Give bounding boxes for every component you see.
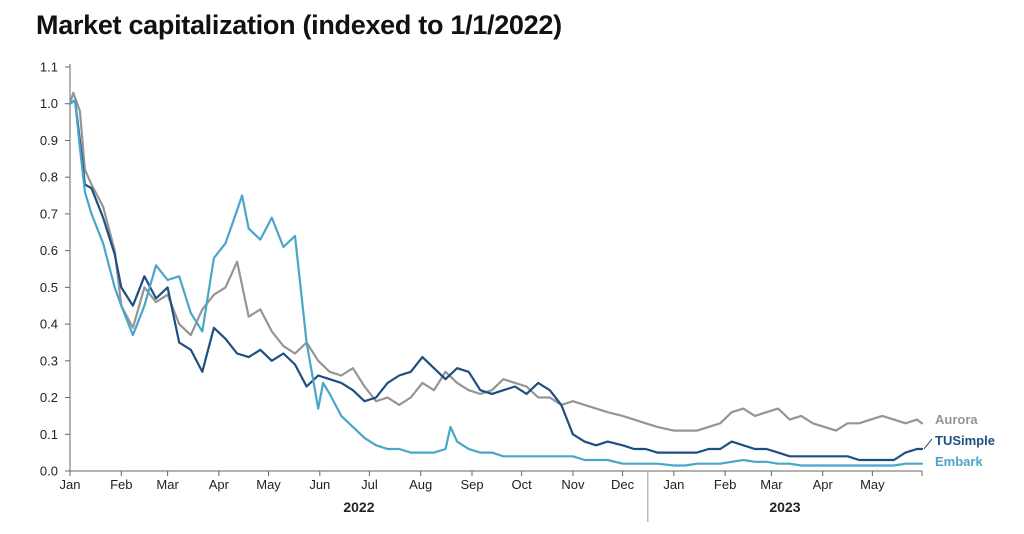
series-label-tusimple: TUSimple	[935, 433, 995, 448]
y-tick-label: 0.7	[40, 206, 58, 221]
x-tick-label: Mar	[156, 477, 179, 492]
x-tick-label: Jun	[309, 477, 330, 492]
x-tick-label: May	[256, 477, 281, 492]
series-line-tusimple	[68, 98, 924, 462]
y-tick-label: 0.9	[40, 133, 58, 148]
y-axis-ticks: 0.0 0.1 0.2 0.3 0.4 0.5 0.6 0.7 0.8 0.9 1.0 1.1	[40, 60, 70, 479]
series-label-aurora: Aurora	[935, 412, 978, 427]
x-tick-label: May	[860, 477, 885, 492]
x-tick-label: Jul	[361, 477, 378, 492]
x-tick-label: Jan	[60, 477, 81, 492]
x-tick-label: Feb	[714, 477, 736, 492]
y-tick-label: 0.5	[40, 280, 58, 295]
series-label-embark: Embark	[935, 454, 983, 469]
y-tick-label: 0.0	[40, 464, 58, 479]
y-tick-label: 0.6	[40, 243, 58, 258]
y-tick-label: 0.2	[40, 390, 58, 405]
chart-axes	[69, 64, 922, 472]
chart-series	[68, 91, 924, 467]
x-tick-label: Apr	[813, 477, 834, 492]
x-tick-label: Aug	[409, 477, 432, 492]
year-label: 2023	[769, 499, 800, 515]
year-label: 2022	[343, 499, 374, 515]
x-tick-label: Jan	[663, 477, 684, 492]
y-tick-label: 0.4	[40, 317, 58, 332]
x-tick-label: Nov	[561, 477, 585, 492]
x-tick-label: Apr	[209, 477, 230, 492]
x-tick-label: Sep	[460, 477, 483, 492]
y-tick-label: 1.0	[40, 96, 58, 111]
series-line-aurora	[68, 91, 924, 432]
x-tick-label: Oct	[512, 477, 533, 492]
series-labels: Aurora TUSimple Embark	[923, 412, 995, 469]
y-tick-label: 0.1	[40, 427, 58, 442]
y-tick-label: 1.1	[40, 60, 58, 75]
x-axis-ticks: Jan Feb Mar Apr May Jun Jul Aug Sep Oct Nov Dec Jan F…	[60, 471, 923, 522]
x-tick-label: Feb	[110, 477, 132, 492]
x-tick-label: Dec	[611, 477, 635, 492]
y-tick-label: 0.8	[40, 170, 58, 185]
x-tick-label: Mar	[760, 477, 783, 492]
y-tick-label: 0.3	[40, 353, 58, 368]
series-label-leader	[923, 438, 933, 450]
series-line-embark	[68, 98, 924, 467]
chart-title: Market capitalization (indexed to 1/1/20…	[36, 10, 562, 40]
